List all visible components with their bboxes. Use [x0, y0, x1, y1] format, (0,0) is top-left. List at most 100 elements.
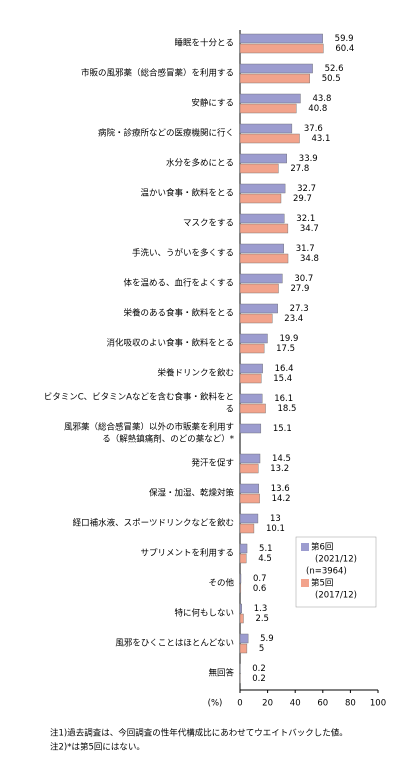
bar: [239, 253, 289, 264]
legend-swatch: [301, 579, 309, 587]
value-label: 17.5: [276, 344, 295, 354]
value-label: 50.5: [322, 74, 341, 84]
legend-period: (2021/12): [315, 555, 357, 565]
y-tick-label: 発汗を促す: [191, 458, 234, 469]
y-tick-label: 病院・診療所などの医療機関に行く: [98, 128, 234, 139]
value-label: 5.1: [259, 544, 273, 554]
value-label: 29.7: [293, 194, 312, 204]
value-label: 5: [259, 644, 264, 654]
bar: [239, 93, 301, 104]
bar: [239, 513, 259, 524]
bar: [239, 643, 248, 654]
value-label: 13.6: [271, 484, 290, 494]
y-tick-label: 体を温める、血行をよくする: [123, 278, 234, 289]
value-label: 27.3: [290, 304, 309, 314]
value-label: 0.2: [252, 674, 266, 684]
value-label: 13.2: [270, 464, 289, 474]
value-label: 40.8: [308, 104, 327, 114]
value-label: 1.3: [254, 604, 268, 614]
bar: [239, 133, 300, 144]
value-label: 10.1: [266, 524, 285, 534]
value-label: 43.1: [311, 134, 330, 144]
bar: [239, 613, 244, 624]
y-tick-label: 消化吸収のよい食事・飲料をとる: [106, 338, 234, 349]
value-label: 15.4: [273, 374, 292, 384]
y-tick-label: 栄養のある食事・飲料をとる: [123, 308, 234, 319]
bar: [239, 33, 323, 44]
bar: [239, 453, 261, 464]
value-label: 0.2: [252, 664, 266, 674]
bar: [239, 603, 242, 614]
y-tick-label: 温かい食事・飲料をとる: [140, 188, 234, 199]
bar: [239, 363, 263, 374]
value-label: 16.1: [274, 394, 293, 404]
legend-period: (2017/12): [315, 591, 357, 601]
bar: [239, 373, 262, 384]
y-tick-label: 無回答: [208, 668, 234, 679]
value-label: 43.8: [312, 94, 331, 104]
bar: [239, 73, 310, 84]
bar: [239, 483, 259, 494]
value-label: 0.7: [253, 574, 267, 584]
legend-swatch: [301, 543, 309, 551]
y-tick-label: 風邪薬（総合感冒薬）以外の市販薬を利用す: [64, 422, 234, 433]
bar: [239, 493, 260, 504]
legend-label: 第6回: [311, 542, 333, 553]
value-label: 37.6: [304, 124, 323, 134]
y-tick-label: 経口補水液、スポーツドリンクなどを飲む: [73, 518, 234, 529]
bar: [239, 153, 287, 164]
bar: [239, 333, 268, 344]
legend-label: 第5回: [311, 578, 333, 589]
y-tick-label: 睡眠を十分とる: [174, 38, 234, 49]
value-label: 2.5: [255, 614, 269, 624]
value-label: 59.9: [335, 34, 354, 44]
value-label: 0.6: [253, 584, 267, 594]
y-tick-label: ビタミンC、ビタミンAなどを含む食事・飲料をと: [44, 392, 234, 403]
bar: [239, 103, 297, 114]
x-tick-label: 100: [370, 699, 386, 709]
value-label: 15.1: [273, 424, 292, 434]
value-label: 19.9: [279, 334, 298, 344]
y-tick-label: る: [225, 405, 234, 415]
bar: [239, 213, 285, 224]
bar: [239, 403, 266, 414]
value-label: 5.9: [260, 634, 274, 644]
x-tick-label: 80: [345, 699, 356, 709]
value-label: 14.2: [272, 494, 291, 504]
bar: [239, 283, 279, 294]
bar: [239, 553, 247, 564]
bar: [239, 523, 255, 534]
bar: [239, 243, 284, 254]
bar: [239, 633, 249, 644]
bar: [239, 543, 248, 554]
x-tick-label: 40: [290, 699, 301, 709]
y-tick-label: マスクをする: [183, 219, 234, 229]
value-label: 23.4: [284, 314, 303, 324]
y-tick-label: 水分を多めにとる: [166, 158, 234, 169]
value-label: 27.9: [291, 284, 310, 294]
value-label: 4.5: [258, 554, 272, 564]
bar: [239, 423, 262, 434]
value-label: 33.9: [299, 154, 318, 164]
bar: [239, 463, 259, 474]
bar: [239, 193, 282, 204]
value-label: 13: [270, 514, 281, 524]
x-tick-label: 0: [237, 699, 242, 709]
value-label: 52.6: [325, 64, 344, 74]
bar: [239, 273, 283, 284]
value-label: 34.8: [300, 254, 319, 264]
y-tick-label: 安静にする: [191, 98, 234, 109]
x-tick-label: 60: [317, 699, 328, 709]
value-label: 14.5: [272, 454, 291, 464]
legend-n: (n=3964): [306, 567, 347, 577]
note: 注1)過去調査は、今回調査の性年代構成比にあわせてウエイトバックした値。: [50, 728, 348, 739]
bar: [239, 393, 263, 404]
y-tick-label: 保湿・加湿、乾燥対策: [149, 488, 235, 499]
bar: [239, 163, 279, 174]
x-axis-label: (%): [208, 699, 223, 709]
x-tick-label: 20: [262, 699, 273, 709]
bar: [239, 343, 265, 354]
bar: [239, 183, 286, 194]
bar: [239, 223, 289, 234]
